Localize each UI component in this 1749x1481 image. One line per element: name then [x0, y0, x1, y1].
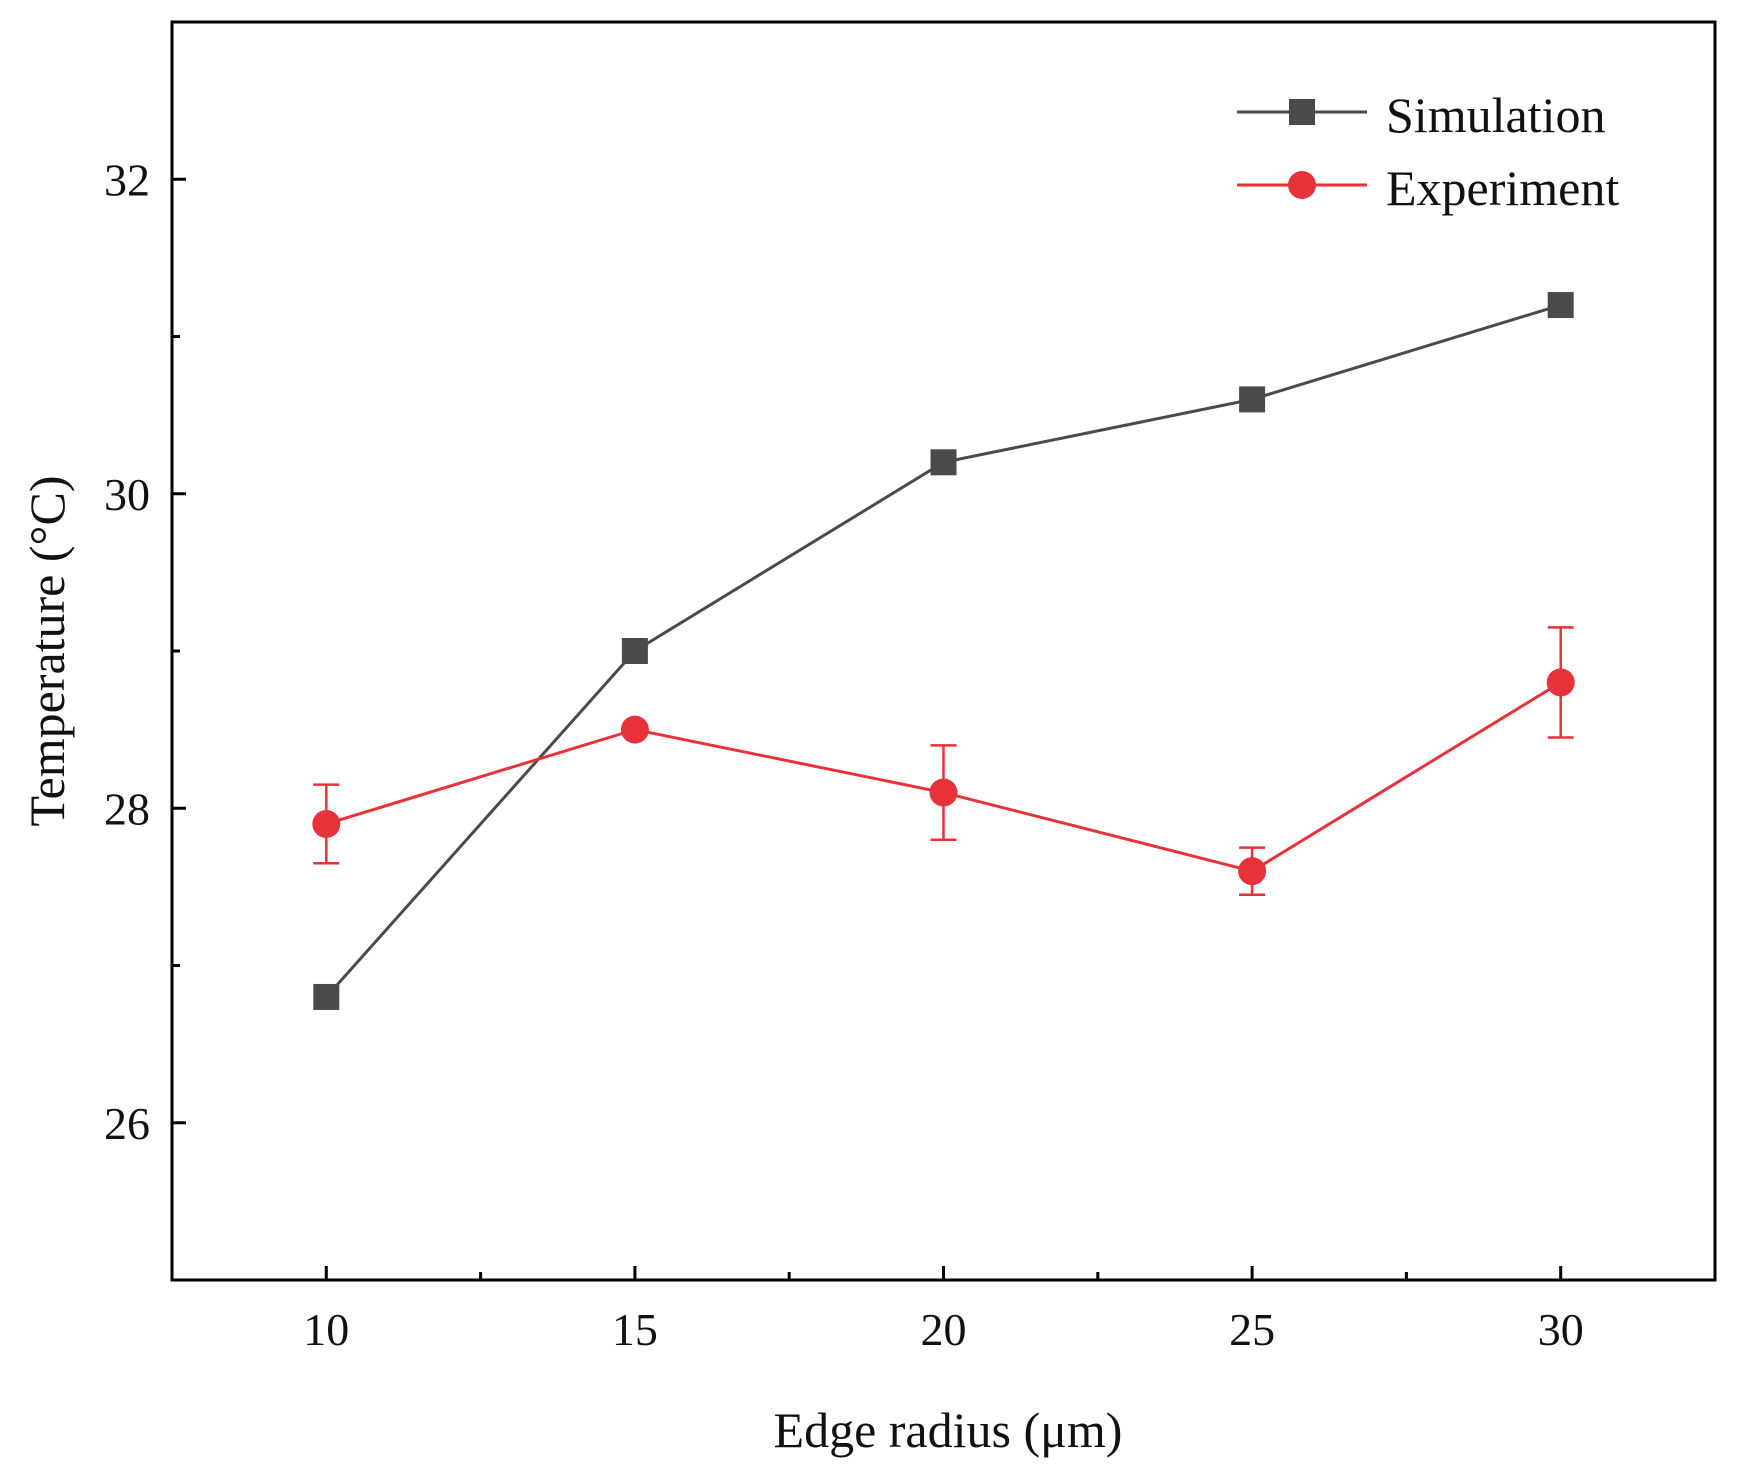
- legend-marker-experiment: [1288, 171, 1316, 199]
- experiment-point: [312, 809, 341, 838]
- legend-label-experiment: Experiment: [1386, 160, 1619, 216]
- y-tick-label: 32: [104, 154, 150, 205]
- x-axis-label: Edge radius (μm): [774, 1402, 1123, 1458]
- experiment-point: [929, 778, 958, 807]
- experiment-point: [1546, 668, 1575, 697]
- legend: Simulation Experiment: [1237, 87, 1619, 216]
- simulation-point: [930, 449, 957, 476]
- y-tick-label: 28: [104, 783, 150, 834]
- simulation-line: [325, 303, 1562, 998]
- experiment-point: [1238, 857, 1267, 886]
- legend-label-simulation: Simulation: [1386, 87, 1605, 143]
- series-layer: [312, 292, 1575, 1010]
- simulation-point: [1547, 292, 1574, 319]
- simulation-point: [621, 638, 648, 664]
- legend-marker-simulation: [1289, 99, 1315, 125]
- y-tick-label: 26: [104, 1098, 150, 1149]
- y-tick-label: 30: [104, 469, 150, 520]
- x-tick-label: 20: [921, 1304, 967, 1355]
- y-axis-label: Temperature (°C): [19, 475, 75, 826]
- ticks-layer: 10 15 20 25 30 26 28 30 32: [104, 154, 1584, 1355]
- x-tick-label: 10: [303, 1304, 349, 1355]
- x-tick-label: 25: [1229, 1304, 1275, 1355]
- simulation-point: [313, 983, 340, 1010]
- experiment-point: [620, 715, 649, 744]
- simulation-point: [1239, 386, 1266, 413]
- x-tick-label: 30: [1538, 1304, 1584, 1355]
- x-tick-label: 15: [612, 1304, 658, 1355]
